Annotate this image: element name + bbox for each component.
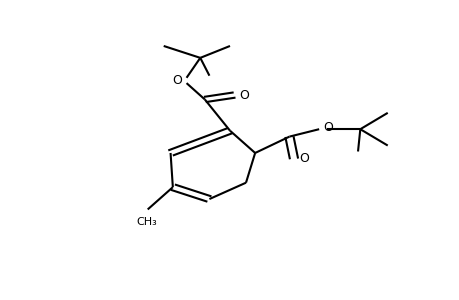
Text: O: O: [323, 121, 332, 134]
Text: O: O: [172, 74, 182, 87]
Text: CH₃: CH₃: [137, 217, 157, 227]
Text: O: O: [239, 88, 249, 101]
Text: O: O: [298, 152, 308, 165]
